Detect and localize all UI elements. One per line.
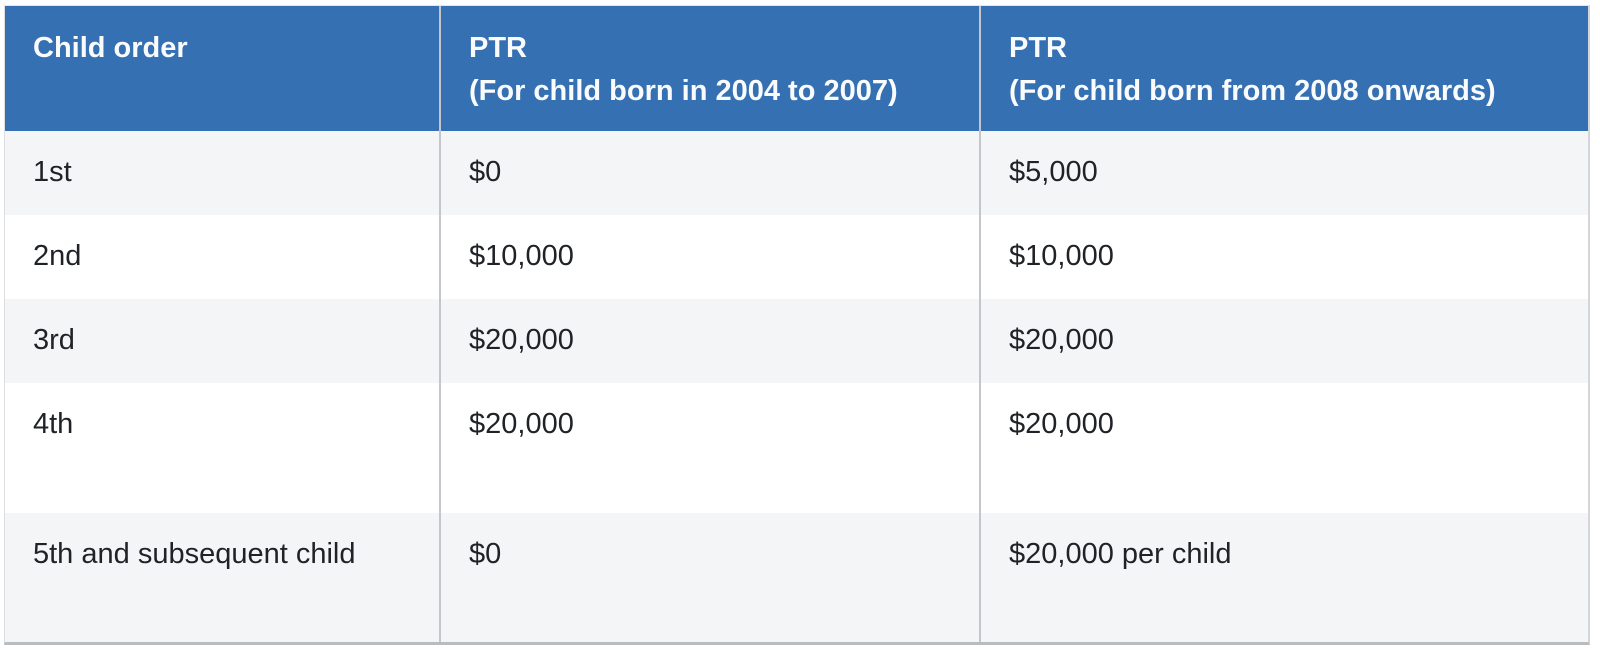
cell-ptr-2008-onwards: $20,000 per child — [979, 513, 1588, 642]
table-row: 2nd $10,000 $10,000 — [5, 215, 1588, 299]
cell-ptr-2004-2007: $20,000 — [439, 383, 979, 513]
header-ptr-2008-onwards-line1: PTR — [1009, 32, 1067, 64]
cell-ptr-2008-onwards: $5,000 — [979, 131, 1588, 215]
header-ptr-2004-2007-line1: PTR — [469, 32, 527, 64]
header-ptr-2008-onwards-line2: (For child born from 2008 onwards) — [1009, 75, 1496, 107]
cell-child-order: 4th — [5, 383, 439, 513]
header-ptr-2008-onwards: PTR (For child born from 2008 onwards) — [979, 6, 1588, 131]
cell-ptr-2004-2007: $10,000 — [439, 215, 979, 299]
table-row: 3rd $20,000 $20,000 — [5, 299, 1588, 383]
table-header-row: Child order PTR (For child born in 2004 … — [5, 6, 1588, 131]
header-ptr-2004-2007: PTR (For child born in 2004 to 2007) — [439, 6, 979, 131]
cell-ptr-2008-onwards: $10,000 — [979, 215, 1588, 299]
header-ptr-2004-2007-line2: (For child born in 2004 to 2007) — [469, 75, 898, 107]
cell-child-order: 3rd — [5, 299, 439, 383]
cell-ptr-2004-2007: $0 — [439, 131, 979, 215]
ptr-table: Child order PTR (For child born in 2004 … — [4, 5, 1590, 645]
table-row: 5th and subsequent child $0 $20,000 per … — [5, 513, 1588, 642]
header-child-order-label: Child order — [33, 32, 188, 64]
cell-child-order: 1st — [5, 131, 439, 215]
cell-ptr-2008-onwards: $20,000 — [979, 383, 1588, 513]
cell-ptr-2004-2007: $0 — [439, 513, 979, 642]
table-row: 1st $0 $5,000 — [5, 131, 1588, 215]
cell-ptr-2008-onwards: $20,000 — [979, 299, 1588, 383]
cell-child-order: 5th and subsequent child — [5, 513, 439, 642]
table-row: 4th $20,000 $20,000 — [5, 383, 1588, 513]
cell-child-order: 2nd — [5, 215, 439, 299]
header-child-order: Child order — [5, 6, 439, 131]
cell-ptr-2004-2007: $20,000 — [439, 299, 979, 383]
